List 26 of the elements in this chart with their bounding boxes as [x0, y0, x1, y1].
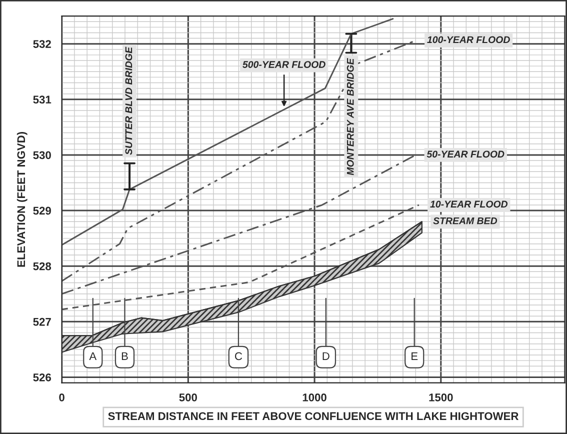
- annotation: SUTTER BLVD BRIDGE: [125, 46, 132, 155]
- y-tick-label: 529: [33, 206, 51, 215]
- y-tick-label: 526: [33, 374, 51, 382]
- annotation: C: [235, 352, 242, 360]
- y-tick-label: 531: [33, 96, 52, 104]
- series-label: 50-YEAR FLOOD: [426, 150, 504, 158]
- y-tick-label: 527: [33, 318, 51, 326]
- y-tick-label: 532: [33, 40, 51, 48]
- x-tick-label: 1000: [302, 394, 326, 402]
- annotation: MONTEREY AVE BRIDGE: [346, 58, 354, 176]
- annotation: D: [322, 352, 330, 360]
- annotation: A: [89, 352, 97, 360]
- series-label: 500-YEAR FLOOD: [242, 61, 326, 68]
- series-label: STREAM BED: [433, 217, 498, 224]
- series-label: 100-YEAR FLOOD: [427, 36, 510, 44]
- line-series: [62, 18, 394, 246]
- series-label: 10-YEAR FLOOD: [430, 200, 508, 208]
- y-tick-label: 530: [33, 151, 51, 160]
- x-axis-title: STREAM DISTANCE IN FEET ABOVE CONFLUENCE WITH LAKE HIGHTOWER: [108, 412, 518, 420]
- y-axis-title: ELEVATION (FEET NGVD): [16, 132, 28, 267]
- x-tick-label: 1500: [429, 394, 453, 402]
- x-tick-label: 0: [59, 394, 64, 402]
- y-tick-label: 528: [33, 262, 52, 270]
- annotation: B: [122, 352, 128, 360]
- annotation: E: [412, 352, 418, 360]
- x-tick-label: 500: [179, 394, 197, 402]
